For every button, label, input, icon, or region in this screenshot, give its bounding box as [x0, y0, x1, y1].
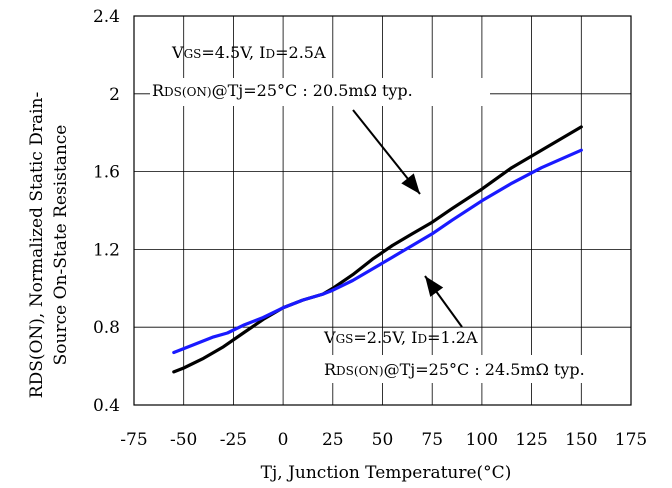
x-tick-label: 175 — [615, 430, 647, 450]
annotation-1-line1: VGS=4.5V, ID=2.5A — [171, 43, 326, 62]
x-tick-label: 150 — [565, 430, 597, 450]
y-tick-label: 2 — [109, 85, 120, 105]
annotation-text-part: V — [323, 328, 336, 347]
y-tick-label: 1.6 — [93, 163, 120, 183]
annotation-2-line2: RDS(ON)@Tj=25°C : 24.5mΩ typ. — [324, 360, 585, 379]
annotation-text-part: =1.2A — [427, 328, 478, 347]
annotation-arrow-head — [425, 276, 444, 297]
tick-labels: -75 -50 -25 0 25 50 75 100 125 150 175 0.4 0.8 1.2 1.6… — [93, 7, 647, 450]
annotation-2-line1: VGS=2.5V, ID=1.2A — [323, 328, 478, 347]
x-tick-label: -75 — [120, 430, 147, 450]
x-tick-label: -25 — [220, 430, 247, 450]
y-tick-label: 0.8 — [93, 318, 120, 338]
y-axis-label: RDS(ON), Normalized Static Drain- Source… — [27, 92, 71, 398]
x-tick-label: 125 — [515, 430, 547, 450]
annotation-text-part: D — [417, 332, 427, 346]
y-tick-label: 0.4 — [93, 396, 120, 416]
series-line-1 — [172, 125, 583, 374]
annotation-text-part: GS — [336, 332, 354, 346]
annotation-text-part: V — [171, 43, 184, 62]
annotation-text-part: DS(ON) — [164, 85, 212, 99]
y-tick-label: 2.4 — [93, 7, 120, 27]
annotation-1-line2: RDS(ON)@Tj=25°C : 20.5mΩ typ. — [152, 81, 413, 100]
y-axis-label-line2: Source On-State Resistance — [51, 125, 71, 366]
x-tick-label: 25 — [322, 430, 344, 450]
annotation-text-part: =2.5A — [275, 43, 326, 62]
y-tick-label: 1.2 — [93, 240, 120, 260]
x-tick-label: 0 — [278, 430, 289, 450]
annotation-text-part: R — [152, 81, 165, 100]
annotation-text-part: D — [265, 47, 275, 61]
annotation-text-part: =2.5V, I — [353, 328, 417, 347]
y-axis-label-line1: RDS(ON), Normalized Static Drain- — [27, 92, 47, 398]
x-tick-label: 100 — [466, 430, 498, 450]
annotation-background — [318, 355, 618, 383]
annotation-text-part: R — [324, 360, 337, 379]
series-group — [172, 125, 583, 374]
annotation-background — [150, 78, 490, 106]
annotation-text-part: DS(ON) — [336, 364, 384, 378]
annotation-arrow-head — [401, 173, 420, 194]
series-line-2 — [172, 148, 583, 355]
plot-frame — [133, 15, 632, 406]
annotation-text-part: GS — [184, 47, 202, 61]
x-tick-label: 50 — [372, 430, 394, 450]
x-tick-label: -50 — [170, 430, 197, 450]
x-tick-label: 75 — [421, 430, 443, 450]
annotation-text-part: =4.5V, I — [201, 43, 265, 62]
x-axis-label: Tj, Junction Temperature(°C) — [261, 463, 512, 483]
annotation-text-part: @Tj=25°C : 24.5mΩ typ. — [384, 360, 585, 379]
annotation-text-part: @Tj=25°C : 20.5mΩ typ. — [212, 81, 413, 100]
